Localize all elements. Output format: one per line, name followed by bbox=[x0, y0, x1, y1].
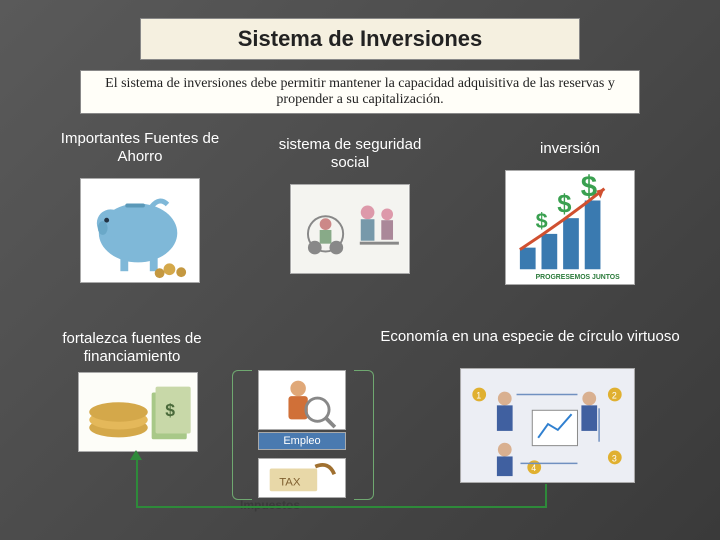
investment-illustration: $ $ $ PROGRESEMOS JUNTOS bbox=[505, 170, 635, 285]
piggy-bank-illustration bbox=[80, 178, 200, 283]
svg-text:4: 4 bbox=[531, 463, 536, 473]
title-box: Sistema de Inversiones bbox=[140, 18, 580, 60]
svg-text:$: $ bbox=[536, 208, 548, 233]
arrow-segment bbox=[136, 454, 138, 508]
arrow-segment bbox=[136, 506, 547, 508]
svg-text:$: $ bbox=[581, 171, 597, 204]
row2-label1: fortalezca fuentes de financiamiento bbox=[44, 330, 220, 366]
circle-economy-illustration: 1 2 3 4 bbox=[460, 368, 635, 483]
empleo-label-text: Empleo bbox=[283, 435, 320, 447]
arrow-head-icon bbox=[130, 450, 142, 460]
financing-illustration: $ bbox=[78, 372, 198, 452]
svg-text:$: $ bbox=[165, 400, 175, 420]
impuestos-label: Impuestos bbox=[226, 498, 314, 512]
row2-label2: Economía en una especie de círculo virtu… bbox=[380, 328, 680, 346]
right-bracket-icon bbox=[354, 370, 374, 500]
page-title: Sistema de Inversiones bbox=[238, 26, 483, 52]
left-bracket-icon bbox=[232, 370, 252, 500]
arrow-segment bbox=[545, 484, 547, 508]
subtitle-box: El sistema de inversiones debe permitir … bbox=[80, 70, 640, 114]
svg-text:PROGRESEMOS JUNTOS: PROGRESEMOS JUNTOS bbox=[536, 274, 621, 281]
svg-text:TAX: TAX bbox=[279, 477, 301, 489]
subtitle-text: El sistema de inversiones debe permitir … bbox=[93, 76, 627, 108]
column3-label: inversión bbox=[510, 140, 630, 158]
social-security-illustration bbox=[290, 184, 410, 274]
svg-text:1: 1 bbox=[476, 390, 481, 400]
svg-text:3: 3 bbox=[612, 453, 617, 463]
empleo-illustration bbox=[258, 370, 346, 430]
column2-label: sistema de seguridad social bbox=[260, 136, 440, 172]
empleo-label: Empleo bbox=[258, 432, 346, 450]
column1-label: Importantes Fuentes de Ahorro bbox=[60, 130, 220, 166]
impuestos-illustration: TAX bbox=[258, 458, 346, 498]
svg-text:2: 2 bbox=[612, 390, 617, 400]
